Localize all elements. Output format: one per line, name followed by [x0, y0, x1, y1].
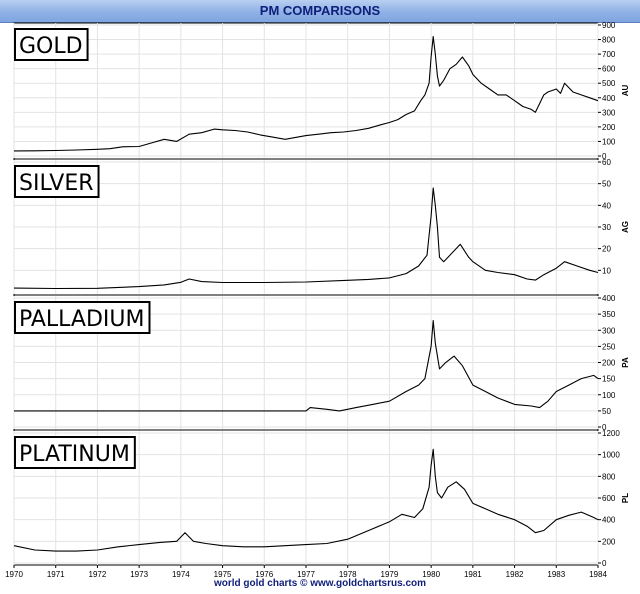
y-tick-label: 600 [602, 65, 616, 74]
y-tick-label: 200 [602, 359, 616, 368]
panel-label-palladium: PALLADIUM [14, 301, 151, 334]
y-tick-label: 900 [602, 21, 616, 30]
panel-label-platinum: PLATINUM [14, 436, 136, 469]
y-tick-label: 150 [602, 375, 616, 384]
series-line-au [13, 36, 599, 152]
y-tick-label: 10 [602, 266, 611, 275]
x-tick-label: 1981 [464, 570, 482, 579]
panel-gold: 0 100 200 300 400 500 600 700 800 900 GOLD AU [13, 21, 630, 161]
series-line-pl [13, 448, 599, 552]
y-tick-label: 20 [602, 245, 611, 254]
y-tick-label: 50 [602, 407, 611, 416]
y-tick-label: 700 [602, 50, 616, 59]
y-axis-label-pl: PL [621, 493, 630, 503]
series-line-pa [14, 320, 599, 412]
y-tick-label: 400 [602, 516, 616, 525]
y-tick-label: 350 [602, 310, 616, 319]
x-tick-label: 1974 [172, 570, 190, 579]
panel-label-gold: GOLD [14, 28, 89, 61]
y-tick-label: 50 [602, 180, 611, 189]
y-tick-label: 200 [602, 123, 616, 132]
y-tick-label: 100 [602, 391, 616, 400]
y-tick-label: 250 [602, 342, 616, 351]
panel-silver: 10 20 30 40 50 60 SILVER AG [13, 158, 630, 294]
y-tick-label: 40 [602, 201, 611, 210]
y-tick-label: 30 [602, 223, 611, 232]
y-tick-label: 300 [602, 326, 616, 335]
x-tick-label: 1971 [47, 570, 65, 579]
y-tick-label: 400 [602, 94, 616, 103]
panel-label-box [14, 301, 151, 334]
y-tick-label: 100 [602, 137, 616, 146]
y-tick-label: 600 [602, 494, 616, 503]
y-tick-label: 0 [602, 152, 607, 161]
y-axis-label-au: AU [621, 85, 630, 97]
panel-platinum: 0 200 400 600 800 1000 1200 PLATINUM PL [13, 429, 630, 568]
panel-label-box [14, 28, 89, 61]
x-tick-label: 1979 [381, 570, 399, 579]
footer-credit: world gold charts © www.goldchartsrus.co… [213, 578, 427, 589]
x-tick-label: 1970 [5, 570, 23, 579]
y-tick-label: 1200 [602, 429, 620, 438]
y-tick-label: 800 [602, 472, 616, 481]
y-tick-label: 500 [602, 79, 616, 88]
panel-label-text: PLATINUM [19, 442, 130, 467]
x-tick-label: 1977 [297, 570, 315, 579]
y-tick-label: 0 [602, 559, 607, 568]
panel-label-box [14, 436, 136, 469]
x-tick-label: 1972 [89, 570, 107, 579]
y-tick-label: 800 [602, 36, 616, 45]
panel-label-silver: SILVER [14, 165, 100, 198]
y-tick-label: 1000 [602, 451, 620, 460]
x-tick-label: 1984 [589, 570, 607, 579]
panel-label-text: PALLADIUM [19, 307, 145, 332]
y-tick-label: 400 [602, 294, 616, 303]
y-axis-label-pa: PA [621, 357, 630, 368]
x-tick-label: 1978 [339, 570, 357, 579]
panel-label-text: GOLD [19, 34, 83, 59]
y-axis-label-ag: AG [621, 221, 630, 233]
panel-palladium: 0 50 100 150 200 250 300 350 400 PALLADIUM PA [13, 294, 630, 432]
panel-label-text: SILVER [19, 171, 94, 196]
series-line-ag [13, 187, 599, 290]
y-tick-label: 60 [602, 158, 611, 167]
y-tick-label: 300 [602, 108, 616, 117]
x-tick-label: 1980 [422, 570, 440, 579]
panel-label-box [14, 165, 100, 198]
x-tick-label: 1983 [547, 570, 565, 579]
x-tick-label: 1976 [255, 570, 273, 579]
x-tick-label: 1975 [214, 570, 232, 579]
x-tick-label: 1982 [506, 570, 524, 579]
x-tick-label: 1973 [130, 570, 148, 579]
y-tick-label: 0 [602, 423, 607, 432]
y-tick-label: 200 [602, 537, 616, 546]
